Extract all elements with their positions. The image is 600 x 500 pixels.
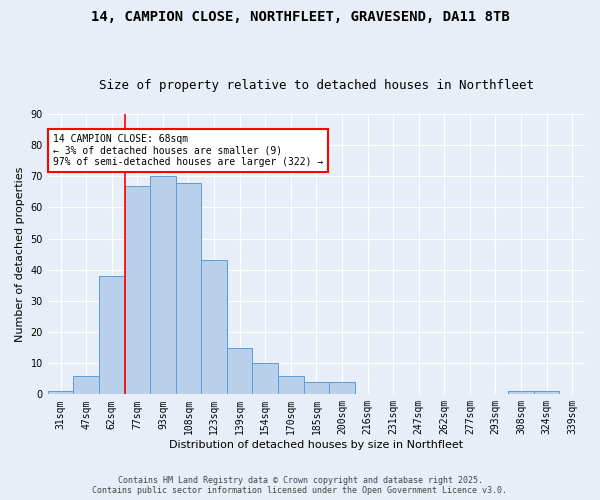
Bar [304,382,329,394]
Bar [73,376,99,394]
X-axis label: Distribution of detached houses by size in Northfleet: Distribution of detached houses by size … [169,440,463,450]
Bar [125,186,150,394]
Text: 14 CAMPION CLOSE: 68sqm
← 3% of detached houses are smaller (9)
97% of semi-deta: 14 CAMPION CLOSE: 68sqm ← 3% of detached… [53,134,323,167]
Y-axis label: Number of detached properties: Number of detached properties [15,166,25,342]
Bar [253,363,278,394]
Text: 14, CAMPION CLOSE, NORTHFLEET, GRAVESEND, DA11 8TB: 14, CAMPION CLOSE, NORTHFLEET, GRAVESEND… [91,10,509,24]
Bar [176,182,201,394]
Bar [329,382,355,394]
Bar [201,260,227,394]
Title: Size of property relative to detached houses in Northfleet: Size of property relative to detached ho… [99,79,534,92]
Bar [227,348,253,395]
Bar [278,376,304,394]
Bar [99,276,125,394]
Bar [508,391,534,394]
Bar [48,391,73,394]
Text: Contains HM Land Registry data © Crown copyright and database right 2025.
Contai: Contains HM Land Registry data © Crown c… [92,476,508,495]
Bar [150,176,176,394]
Bar [534,391,559,394]
